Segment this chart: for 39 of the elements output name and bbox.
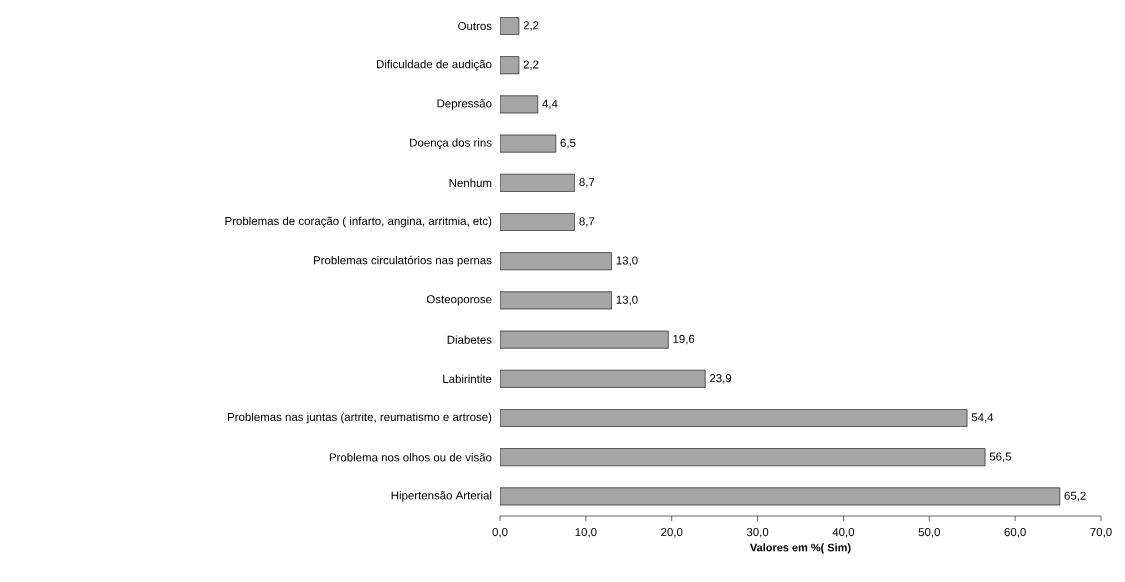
x-axis-title: Valores em %( Sim) — [750, 543, 851, 554]
data-label: 65,2 — [1064, 491, 1086, 502]
data-label: 2,2 — [523, 21, 539, 31]
y-tick-label: Hipertensão Arterial — [391, 491, 492, 502]
y-tick-label: Problemas nas juntas (artrite, reumatismo e artrose) — [228, 412, 492, 424]
y-tick-label: Outros — [458, 21, 492, 31]
bar — [500, 213, 575, 231]
data-label: 13,0 — [616, 256, 638, 266]
x-tick-label: 60,0 — [1004, 528, 1026, 538]
data-label: 4,4 — [542, 99, 558, 110]
y-tick-label: Osteoporose — [426, 295, 492, 306]
y-tick-label: Problema nos olhos ou de visão — [329, 453, 492, 462]
bar — [500, 330, 669, 349]
x-tick-label: 10,0 — [575, 528, 597, 538]
x-tick-label: 20,0 — [661, 528, 683, 538]
y-tick-label: Dificuldade de audição — [377, 59, 492, 71]
data-label: 8,7 — [579, 217, 595, 227]
x-tick-label: 0,0 — [492, 528, 508, 538]
bar — [500, 409, 968, 427]
data-label: 13,0 — [616, 295, 638, 306]
data-label: 2,2 — [523, 60, 539, 70]
x-tick-label: 30,0 — [746, 528, 769, 538]
y-tick-label: Doença dos rins — [410, 138, 492, 149]
data-label: 8,7 — [579, 178, 595, 188]
data-label: 19,6 — [673, 334, 695, 345]
x-tick-label: 40,0 — [832, 528, 855, 538]
x-tick-label: 50,0 — [918, 528, 940, 538]
y-tick-label: Labirintite — [443, 374, 492, 384]
y-tick-label: Diabetes — [447, 335, 492, 344]
bar — [500, 291, 612, 310]
x-tick-label: 70,0 — [1090, 528, 1112, 538]
data-label: 6,5 — [560, 138, 576, 149]
y-tick-label: Nenhum — [449, 178, 492, 188]
data-label: 56,5 — [989, 452, 1012, 462]
data-label: 23,9 — [709, 374, 732, 384]
y-tick-label: Problemas de coração ( infarto, angina, arritmia, etc) — [225, 216, 492, 228]
y-tick-label: Problemas circulatórios nas pernas — [313, 255, 492, 267]
y-tick-label: Depressão — [437, 99, 492, 110]
data-label: 54,4 — [971, 413, 994, 423]
